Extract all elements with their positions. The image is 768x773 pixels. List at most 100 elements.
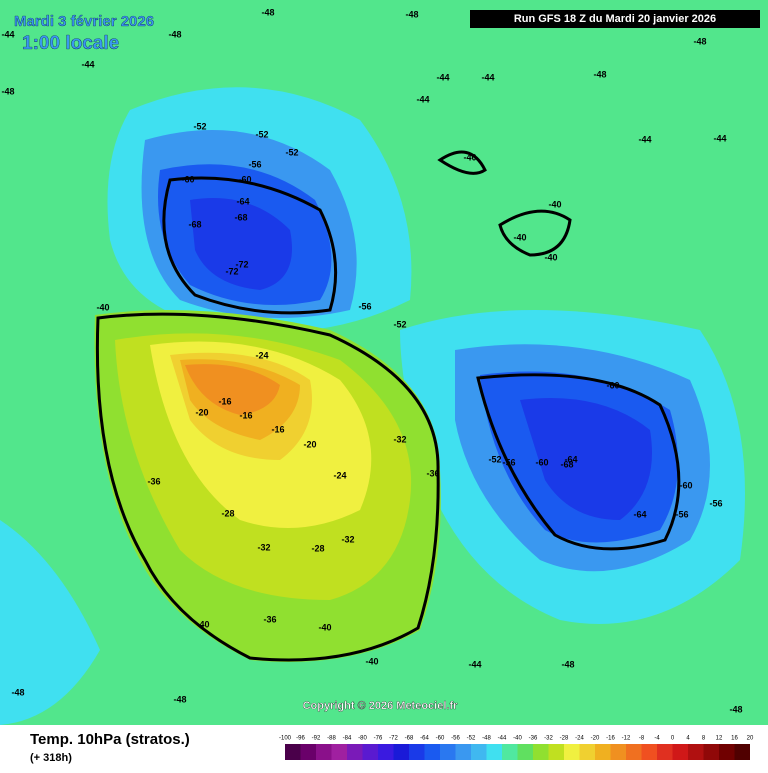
colorbar-cell	[719, 744, 735, 760]
contour-label: -64	[236, 196, 249, 206]
colorbar-cell	[409, 744, 425, 760]
colorbar-tick-label: -40	[513, 736, 522, 742]
contour-label: -20	[195, 407, 208, 417]
contour-label: -60	[606, 380, 619, 390]
colorbar-tick-label: -44	[498, 736, 507, 742]
contour-label: -44	[468, 659, 481, 669]
colorbar-cell	[486, 744, 502, 760]
contour-label: -72	[235, 259, 248, 269]
contour-label: -20	[303, 439, 316, 449]
colorbar-cell	[378, 744, 394, 760]
colorbar-cell	[285, 744, 301, 760]
contour-label: -60	[181, 174, 194, 184]
contour	[437, 150, 572, 257]
colorbar-tick-label: -12	[622, 736, 631, 742]
contour-label: -52	[488, 454, 501, 464]
colorbar-tick-label: -48	[482, 736, 491, 742]
colorbar-tick-label: -60	[436, 736, 445, 742]
contour-label: -36	[426, 468, 439, 478]
contour-label: -52	[193, 121, 206, 131]
colorbar-tick-label: -64	[420, 736, 429, 742]
colorbar-cell	[626, 744, 642, 760]
contour-label: -52	[255, 129, 268, 139]
colorbar-cell	[424, 744, 440, 760]
colorbar-cell	[502, 744, 518, 760]
contour-label: -48	[593, 69, 606, 79]
colorbar-cell	[533, 744, 549, 760]
colorbar-tick-label: -100	[279, 736, 292, 742]
contour-label: -40	[548, 199, 561, 209]
colorbar-cell	[688, 744, 704, 760]
colorbar-cell	[548, 744, 564, 760]
colorbar-cell	[517, 744, 533, 760]
colorbar-tick-label: 0	[671, 736, 675, 742]
contour-label: -32	[393, 434, 406, 444]
contour-label: -52	[393, 319, 406, 329]
colorbar-tick-label: 4	[686, 736, 690, 742]
colorbar-tick-label: -88	[327, 736, 336, 742]
contour-label: -48	[405, 9, 418, 19]
contour-label: -44	[713, 133, 726, 143]
contour-label: -32	[341, 534, 354, 544]
colorbar-tick-label: -16	[606, 736, 615, 742]
contour	[95, 312, 440, 662]
contour-label: -44	[1, 29, 14, 39]
contour-label: -48	[1, 86, 14, 96]
contour-label: -56	[358, 301, 371, 311]
colorbar-tick-label: -96	[296, 736, 305, 742]
contour-label: -16	[218, 396, 231, 406]
contour-label: -16	[239, 410, 252, 420]
colorbar-tick-label: -92	[312, 736, 321, 742]
contour-label: -40	[196, 619, 209, 629]
colorbar-cell	[641, 744, 657, 760]
footer-lead: (+ 318h)	[30, 752, 72, 764]
contour-label: -44	[481, 72, 494, 82]
colorbar-tick-label: -20	[591, 736, 600, 742]
footer-title: Temp. 10hPa (stratos.)	[30, 731, 190, 748]
contour-label: -40	[365, 656, 378, 666]
colorbar-tick-label: -24	[575, 736, 584, 742]
contour-label: -68	[234, 212, 247, 222]
vortex	[190, 198, 292, 290]
run-label: Run GFS 18 Z du Mardi 20 janvier 2026	[514, 13, 716, 25]
colorbar-cell	[316, 744, 332, 760]
colorbar-tick-label: -72	[389, 736, 398, 742]
colorbar-cell	[657, 744, 673, 760]
colorbar-tick-label: -52	[467, 736, 476, 742]
contour-label: -44	[416, 94, 429, 104]
contour-label: -48	[561, 659, 574, 669]
contour-label: -16	[271, 424, 284, 434]
contour-label: -32	[257, 542, 270, 552]
contour-label: -48	[693, 36, 706, 46]
colorbar-cell	[440, 744, 456, 760]
contour-label: -60	[535, 457, 548, 467]
contour-label: -56	[675, 509, 688, 519]
colorbar-cell	[455, 744, 471, 760]
date-label: Mardi 3 février 2026	[14, 13, 154, 30]
colorbar-tick-label: -32	[544, 736, 553, 742]
contour-label: -40	[544, 252, 557, 262]
contour-label: -48	[173, 694, 186, 704]
colorbar-tick-label: -8	[639, 736, 645, 742]
cold-zone	[0, 520, 100, 725]
run-box	[470, 10, 760, 28]
contour-label: -40	[463, 152, 476, 162]
colorbar-cell	[300, 744, 316, 760]
contour	[476, 373, 681, 551]
colorbar-tick-label: -56	[451, 736, 460, 742]
contour-label: -72	[225, 266, 238, 276]
colorbar-cell	[579, 744, 595, 760]
colorbar-cell	[347, 744, 363, 760]
vortex	[520, 398, 652, 520]
contour-label: -64	[633, 509, 646, 519]
colorbar-cell	[471, 744, 487, 760]
contour-label: -44	[81, 59, 94, 69]
contour-label: -68	[188, 219, 201, 229]
contour-label: -44	[436, 72, 449, 82]
colorbar-tick-label: 16	[731, 736, 738, 742]
contour-label: -40	[96, 302, 109, 312]
contour-label: -52	[285, 147, 298, 157]
contour-label: -24	[333, 470, 346, 480]
contour-label: -28	[221, 508, 234, 518]
